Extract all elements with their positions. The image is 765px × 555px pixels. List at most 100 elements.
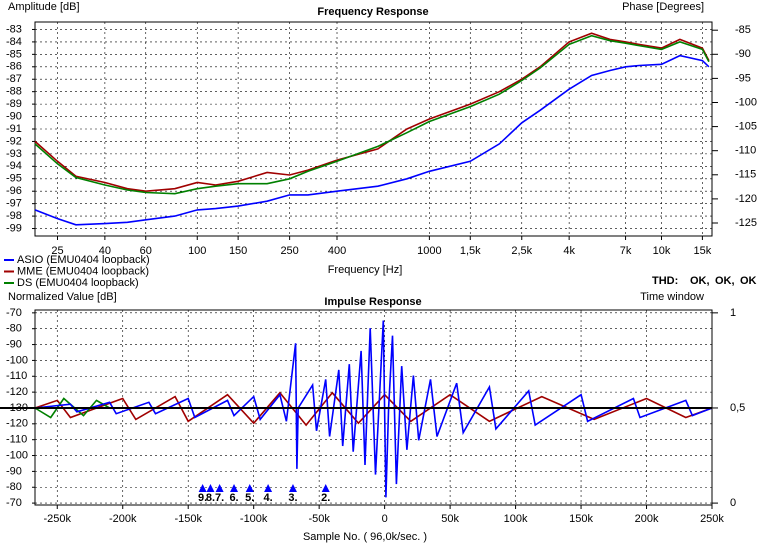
y-tick-label: -110 — [6, 434, 27, 446]
y-tick-label: -90 — [6, 110, 22, 122]
x-tick-label: 4k — [563, 245, 575, 257]
x-axis-label: Sample No. ( 96,0k/sec. ) — [303, 531, 427, 543]
harmonic-label: 4. — [263, 492, 272, 504]
x-tick-label: 100k — [504, 513, 528, 525]
x-tick-label: 150k — [569, 513, 593, 525]
x-tick-label: 7k — [620, 245, 632, 257]
y2-tick-label: 0 — [730, 497, 736, 509]
harmonic-label: 3. — [288, 492, 297, 504]
chart-title: Impulse Response — [324, 296, 421, 308]
y-tick-label: -90 — [6, 338, 22, 350]
y-tick-label: -90 — [6, 465, 22, 477]
x-tick-label: 25 — [51, 245, 63, 257]
x-tick-label: 250 — [280, 245, 298, 257]
x-tick-label: 40 — [99, 245, 111, 257]
legend-label: DS (EMU0404 loopback) — [17, 277, 139, 289]
x-tick-label: -50k — [308, 513, 330, 525]
y-tick-label: -86 — [6, 61, 22, 73]
y2-tick-label: -90 — [735, 48, 751, 60]
x-tick-label: 100 — [188, 245, 206, 257]
y-axis-label: Normalized Value [dB] — [8, 291, 117, 303]
harmonic-label: 7. — [215, 492, 224, 504]
harmonic-marker — [321, 484, 330, 492]
x-tick-label: 60 — [140, 245, 152, 257]
y2-tick-label: -120 — [735, 193, 757, 205]
harmonic-marker — [215, 484, 224, 492]
legend-label: ASIO (EMU0404 loopback) — [17, 254, 150, 266]
x-tick-label: 10k — [653, 245, 671, 257]
x-axis-label: Frequency [Hz] — [328, 264, 403, 276]
y-tick-label: -88 — [6, 86, 22, 98]
y2-tick-label: -85 — [735, 24, 751, 36]
y-tick-label: -96 — [6, 185, 22, 197]
y-tick-label: -80 — [6, 323, 22, 335]
y-tick-label: -70 — [6, 497, 22, 509]
series-line — [34, 320, 713, 498]
y-tick-label: -92 — [6, 135, 22, 147]
x-tick-label: 0 — [382, 513, 388, 525]
harmonic-marker — [288, 484, 297, 492]
plot-area — [34, 21, 713, 237]
y-axis-label: Amplitude [dB] — [8, 1, 80, 13]
harmonic-marker — [198, 484, 207, 492]
y-tick-label: -97 — [6, 198, 22, 210]
y2-tick-label: -95 — [735, 72, 751, 84]
harmonic-marker — [206, 484, 215, 492]
y2-axis-label: Time window — [640, 291, 704, 303]
y-tick-label: -84 — [6, 36, 22, 48]
thd-status: OK, — [715, 275, 735, 287]
y-tick-label: -100 — [6, 449, 28, 461]
y-tick-label: -100 — [6, 354, 28, 366]
x-tick-label: -150k — [174, 513, 202, 525]
x-tick-label: 200k — [635, 513, 659, 525]
y-tick-label: -93 — [6, 148, 22, 160]
y2-tick-label: 0,5 — [730, 402, 745, 414]
series-line — [34, 54, 710, 226]
x-tick-label: 1,5k — [460, 245, 481, 257]
y-tick-label: -85 — [6, 48, 22, 60]
y2-tick-label: -100 — [735, 96, 757, 108]
x-tick-label: 15k — [694, 245, 712, 257]
x-tick-label: 2,5k — [511, 245, 532, 257]
harmonic-label: 2. — [321, 492, 330, 504]
harmonic-marker — [245, 484, 254, 492]
x-tick-label: 250k — [700, 513, 724, 525]
x-tick-label: -200k — [109, 513, 137, 525]
y-tick-label: -98 — [6, 210, 22, 222]
y-tick-label: -89 — [6, 98, 22, 110]
harmonic-label: 8. — [206, 492, 215, 504]
y-tick-label: -91 — [6, 123, 22, 135]
x-tick-label: -100k — [240, 513, 268, 525]
series-line — [34, 34, 710, 195]
thd-status: OK, — [690, 275, 710, 287]
x-tick-label: 150 — [229, 245, 247, 257]
harmonic-marker — [230, 484, 239, 492]
thd-status: OK — [740, 275, 757, 287]
y2-tick-label: -125 — [735, 217, 757, 229]
y2-axis-label: Phase [Degrees] — [622, 1, 704, 13]
y2-tick-label: -115 — [735, 169, 756, 181]
y-tick-label: -94 — [6, 160, 22, 172]
x-tick-label: 1000 — [417, 245, 441, 257]
y-tick-label: -80 — [6, 481, 22, 493]
y2-tick-label: -110 — [735, 145, 756, 157]
thd-label: THD: — [652, 275, 678, 287]
y2-tick-label: 1 — [730, 307, 736, 319]
y2-tick-label: -105 — [735, 120, 757, 132]
y-tick-label: -110 — [6, 370, 27, 382]
y-tick-label: -99 — [6, 222, 22, 234]
x-tick-label: 50k — [441, 513, 459, 525]
y-tick-label: -95 — [6, 173, 22, 185]
y-tick-label: -70 — [6, 307, 22, 319]
harmonic-label: 6. — [229, 492, 238, 504]
legend-label: MME (EMU0404 loopback) — [17, 265, 149, 277]
harmonic-marker — [264, 484, 273, 492]
x-tick-label: -250k — [43, 513, 71, 525]
harmonic-label: 5. — [245, 492, 254, 504]
x-tick-label: 400 — [328, 245, 346, 257]
chart-title: Frequency Response — [317, 6, 428, 18]
y-tick-label: -120 — [6, 386, 28, 398]
y-tick-label: -83 — [6, 23, 22, 35]
y-tick-label: -120 — [6, 418, 28, 430]
